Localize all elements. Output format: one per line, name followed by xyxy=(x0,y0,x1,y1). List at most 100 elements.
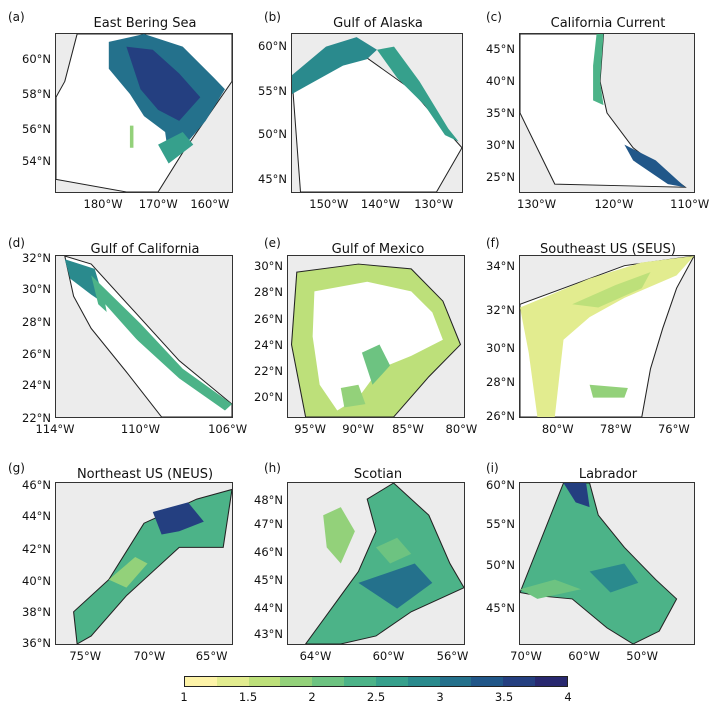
panel-label: (a) xyxy=(8,10,25,24)
y-tick-label: 40°N xyxy=(22,574,51,589)
panel-label: (c) xyxy=(486,10,502,24)
x-tick-label: 150°W xyxy=(309,197,349,211)
x-tick-label: 80°W xyxy=(541,422,574,436)
y-tick-label: 26°N xyxy=(22,347,51,362)
y-tick-label: 28°N xyxy=(22,314,51,329)
y-tick-label: 55°N xyxy=(258,83,287,98)
colorbar-tick-label: 2.5 xyxy=(366,690,386,704)
panel-title: Gulf of Mexico xyxy=(331,242,425,257)
y-tick-label: 45°N xyxy=(486,600,515,615)
y-tick-label: 46°N xyxy=(22,478,51,493)
map-plot xyxy=(55,255,233,418)
colorbar-segment xyxy=(375,677,408,686)
map-plot xyxy=(519,33,695,193)
colorbar-segment xyxy=(216,677,249,686)
panel-label: (h) xyxy=(264,461,281,475)
y-tick-label: 48°N xyxy=(254,492,283,507)
y-tick-label: 54°N xyxy=(22,154,51,168)
y-tick-label: 60°N xyxy=(258,38,287,53)
colorbar-segment xyxy=(535,677,567,686)
colorbar-segment xyxy=(471,677,504,686)
y-tick-label: 60°N xyxy=(22,51,51,66)
x-tick-label: 64°W xyxy=(299,649,332,663)
panel-title: East Bering Sea xyxy=(93,16,197,31)
y-tick-label: 38°N xyxy=(22,605,51,620)
y-tick-label: 34°N xyxy=(486,259,515,274)
map-plot xyxy=(55,482,233,645)
y-tick-label: 26°N xyxy=(486,409,515,424)
y-tick-label: 50°N xyxy=(258,126,287,141)
colorbar-tick-label: 4 xyxy=(564,690,572,704)
x-tick-label: 114°W xyxy=(35,422,75,436)
y-tick-label: 45°N xyxy=(258,171,287,186)
y-tick-label: 60°N xyxy=(486,478,515,493)
map-plot xyxy=(287,255,465,418)
panel-label: (f) xyxy=(486,236,500,250)
y-tick-label: 44°N xyxy=(22,509,51,524)
y-tick-label: 24°N xyxy=(254,337,283,352)
colorbar-segment xyxy=(280,677,313,686)
x-tick-label: 65°W xyxy=(195,649,228,663)
map-plot xyxy=(291,33,463,193)
y-tick-label: 58°N xyxy=(22,86,51,101)
x-tick-label: 110°W xyxy=(120,422,160,436)
panel-label: (i) xyxy=(486,461,499,475)
colorbar-tick-label: 1.5 xyxy=(238,690,258,704)
panel-title: California Current xyxy=(550,16,666,31)
x-tick-label: 76°W xyxy=(657,422,690,436)
x-tick-label: 120°W xyxy=(594,197,634,211)
colorbar-segment xyxy=(503,677,536,686)
y-tick-label: 20°N xyxy=(254,389,283,404)
panel-label: (b) xyxy=(264,10,281,24)
panel-title: Gulf of California xyxy=(90,242,200,257)
x-tick-label: 85°W xyxy=(392,422,424,436)
x-tick-label: 90°W xyxy=(342,422,375,436)
x-tick-label: 70°W xyxy=(133,649,166,663)
x-tick-label: 70°W xyxy=(510,649,542,663)
panel-label: (e) xyxy=(264,236,281,250)
colorbar-tick-label: 1 xyxy=(180,690,188,704)
x-tick-label: 60°W xyxy=(372,649,405,663)
y-tick-label: 30°N xyxy=(22,282,51,297)
panel-label: (d) xyxy=(8,236,25,250)
y-tick-label: 56°N xyxy=(22,122,51,136)
x-tick-label: 106°W xyxy=(208,422,248,436)
x-tick-label: 160°W xyxy=(190,197,230,211)
y-tick-label: 45°N xyxy=(254,572,283,587)
x-tick-label: 78°W xyxy=(599,422,632,436)
colorbar-segment xyxy=(185,677,217,686)
colorbar-segment xyxy=(439,677,472,686)
panel-title: Scotian xyxy=(353,467,403,482)
y-tick-label: 25°N xyxy=(486,170,515,184)
colorbar-tick-label: 2 xyxy=(308,690,316,704)
x-tick-label: 50°W xyxy=(626,649,659,663)
y-tick-label: 36°N xyxy=(22,636,51,651)
panel-label: (g) xyxy=(8,461,25,475)
y-tick-label: 22°N xyxy=(22,411,51,425)
y-tick-label: 43°N xyxy=(254,626,283,641)
x-tick-label: 140°W xyxy=(360,197,400,211)
y-tick-label: 40°N xyxy=(486,74,515,88)
panel-title: Southeast US (SEUS) xyxy=(539,242,677,257)
map-plot xyxy=(519,255,695,418)
colorbar-tick-label: 3 xyxy=(436,690,444,704)
y-tick-label: 46°N xyxy=(254,545,283,560)
panel-title: Labrador xyxy=(578,467,638,482)
colorbar-segment xyxy=(312,677,345,686)
x-tick-label: 56°W xyxy=(436,649,469,663)
y-tick-label: 26°N xyxy=(254,311,283,326)
y-tick-label: 28°N xyxy=(254,285,283,300)
colorbar-tick-label: 3.5 xyxy=(494,690,514,704)
y-tick-label: 55°N xyxy=(486,517,515,532)
y-tick-label: 32°N xyxy=(486,303,515,318)
colorbar-segment xyxy=(407,677,440,686)
y-tick-label: 35°N xyxy=(486,106,515,120)
x-tick-label: 130°W xyxy=(517,197,557,211)
x-tick-label: 130°W xyxy=(414,197,454,211)
x-tick-label: 75°W xyxy=(69,649,102,663)
y-tick-label: 22°N xyxy=(254,363,283,378)
x-tick-label: 180°W xyxy=(83,197,123,211)
colorbar-segment xyxy=(248,677,281,686)
y-tick-label: 24°N xyxy=(22,378,51,393)
y-tick-label: 47°N xyxy=(254,517,283,532)
